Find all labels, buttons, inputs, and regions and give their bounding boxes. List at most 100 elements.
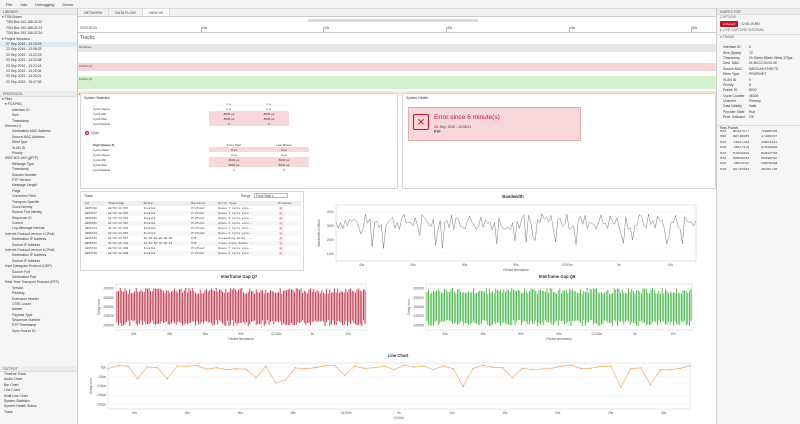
trace-row[interactable]: 8865740 02:53:13.699 Invalid Profinet Queue …	[83, 246, 301, 251]
menu-file[interactable]: File	[6, 1, 13, 7]
protocol-field-item[interactable]: Clock Identity	[12, 204, 33, 209]
trace-problem-cell[interactable]: ▾	[278, 241, 283, 246]
filter-label[interactable]: ▾ Filter	[2, 97, 13, 102]
tsn-boxes-group[interactable]: ▾ TSN Boxes	[2, 15, 22, 19]
protocol-field-item[interactable]: Message Type	[12, 161, 34, 166]
protocol-field-item[interactable]: Source MAC Address	[12, 134, 45, 139]
session-item[interactable]: 23 Sep 2019 - 13:24:18	[6, 63, 42, 68]
protocol-field-item[interactable]: Correction Field	[12, 194, 36, 199]
menu-info[interactable]: Info	[20, 1, 28, 7]
protocol-field-item[interactable]: Message Length	[12, 183, 38, 188]
output-item[interactable]: Multi Line Chart	[4, 393, 28, 398]
output-item[interactable]: System Statistics	[4, 398, 30, 403]
trace-row[interactable]: 8865742 02:53:13.567 00:00:00:00:00:00 PTP F…	[83, 236, 301, 241]
protocol-field-item[interactable]: Domain Number	[12, 172, 37, 177]
protocol-field-item[interactable]: Destination IP Address	[12, 237, 47, 242]
menu-debugging[interactable]: Debugging	[35, 1, 55, 7]
protocol-field-item[interactable]: Interface ID	[12, 107, 30, 112]
trace-row[interactable]: 8865747 02:53:13.567 Invalid Profinet Queue …	[83, 211, 301, 216]
track-profinet-q7[interactable]: Profinet Q7	[78, 63, 716, 71]
trace-problem-cell[interactable]: ▾	[278, 226, 283, 231]
protocol-field-item[interactable]: Flags	[12, 188, 21, 193]
protocol-field-item[interactable]: Destination Port	[12, 274, 37, 279]
session-item[interactable]: 23 Sep 2019 - 13:25:36	[6, 68, 42, 73]
session-item[interactable]: 23 Sep 2019 - 13:08:33	[6, 47, 42, 52]
trace-row[interactable]: 8865743 02:53:13.567 Invalid Profinet Queue …	[83, 231, 301, 236]
protocol-field-item[interactable]: PTP Version	[12, 177, 31, 182]
session-item[interactable]: 23 Sep 2019 - 13:23:38	[6, 58, 42, 63]
pcapng-group[interactable]: ▾ PCAPNG	[5, 102, 22, 107]
protocol-field-item[interactable]: Log Message Interval	[12, 226, 45, 231]
protocol-field-item[interactable]: Payload Type	[12, 312, 33, 317]
protocol-field-item[interactable]: Timestamp	[12, 167, 29, 172]
protocol-field-item[interactable]: Priority	[12, 150, 23, 155]
cycle-section[interactable]: × Cycle	[85, 131, 99, 135]
record-button[interactable]: ● Record	[720, 21, 739, 28]
output-item[interactable]: Line Chart	[4, 388, 20, 393]
output-item[interactable]: Timeline Track	[4, 372, 26, 376]
session-item[interactable]: 27 Sep 2019 - 13:10:19	[0, 41, 77, 48]
protocol-field-item[interactable]: Destination MAC Address	[12, 129, 51, 134]
tsn-box-item[interactable]: TSN Box 192.168.42.22	[6, 20, 43, 25]
protocol-field-item[interactable]: Extension Header	[12, 296, 39, 301]
range-select[interactable]: From Start ▾	[254, 193, 288, 198]
protocol-field-item[interactable]: Marker	[12, 307, 23, 312]
tab-data-flow[interactable]: DATA FLOW	[109, 9, 143, 16]
protocol-field-item[interactable]: Source Port Identity	[12, 210, 42, 215]
trace-problem-cell[interactable]: ▾	[278, 246, 283, 251]
protocol-field-item[interactable]: Control	[12, 221, 23, 226]
tab-view-05[interactable]: VIEW 05	[142, 9, 170, 16]
protocol-field-item[interactable]: Internet Protocol version 6 (IPv6)	[5, 248, 55, 253]
session-item[interactable]: 23 Sep 2019 - 15:47:39	[6, 79, 42, 84]
protocol-field-item[interactable]: User Datagram Protocol (UDP)	[5, 264, 52, 269]
protocol-field-item[interactable]: Internet Protocol version 4 (IPv4)	[5, 231, 55, 236]
protocol-field-item[interactable]: RTP Timestamp	[12, 323, 37, 328]
protocol-field-item[interactable]: Padding	[12, 291, 25, 296]
trace-problem-cell[interactable]: ▾	[278, 221, 283, 226]
tsn-box-item[interactable]: TSN Box 192.168.42.23	[6, 25, 43, 30]
trace-problem-cell[interactable]: ▾	[278, 216, 283, 221]
project-sessions-group[interactable]: ▾ Project Sessions	[2, 36, 30, 41]
session-item[interactable]: 23 Sep 2019 - 13:26:01	[6, 74, 42, 79]
protocol-field-item[interactable]: CSRC count	[12, 301, 31, 306]
protocol-field-item[interactable]: Source IP Address	[12, 258, 41, 263]
trace-problem-cell[interactable]: ▾	[278, 236, 283, 241]
protocol-field-item[interactable]: IEEE 802.1AS (gPTP)	[5, 156, 39, 161]
timeline-scrollbar[interactable]	[308, 19, 478, 22]
session-item[interactable]: 23 Sep 2019 - 13:22:23	[6, 52, 42, 57]
capture-interval-toggle[interactable]: ▸ LIVE CAPTURE INTERVAL	[720, 28, 765, 33]
tab-network[interactable]: NETWORK	[78, 9, 110, 16]
trace-row[interactable]: 8865746 02:53:13.567 Invalid Profinet Queue …	[83, 216, 301, 221]
output-item[interactable]: Bar Chart	[4, 382, 19, 387]
protocol-field-item[interactable]: Destination IP Address	[12, 253, 47, 258]
protocol-field-item[interactable]: Source Port	[12, 269, 30, 274]
protocol-field-item[interactable]: Sequence Number	[12, 318, 41, 323]
protocol-field-item[interactable]: Size	[12, 113, 19, 118]
protocol-field-item[interactable]: Timestamp	[12, 118, 29, 123]
protocol-field-item[interactable]: Real-Time Transport Protocol (RTP)	[5, 280, 60, 285]
protocol-field-item[interactable]: Version	[12, 285, 24, 290]
track-profinet-q6[interactable]: Profinet Q6	[78, 76, 716, 89]
trace-row[interactable]: 8865741 02:53:13.732 12:34:56:78:90:12 PTP C…	[83, 241, 301, 246]
trace-problem-cell[interactable]: ▾	[278, 251, 283, 256]
protocol-field-item[interactable]: Ethernet II	[5, 124, 21, 129]
track-all-frames[interactable]: All Frames	[78, 44, 716, 52]
output-item[interactable]: Audio Chart	[4, 377, 22, 382]
protocol-field-item[interactable]: Source IP Address	[12, 242, 41, 247]
trace-row[interactable]: 8865745 02:53:13.567 Invalid Profinet Queue …	[83, 221, 301, 226]
tsn-box-item[interactable]: TSN Box 192.168.42.24	[6, 31, 43, 36]
menu-demo[interactable]: Demo	[62, 1, 74, 7]
protocol-field-item[interactable]: Sync Source ID	[12, 328, 36, 333]
output-item[interactable]: Trace	[4, 409, 13, 414]
output-item[interactable]: System Health Status	[4, 404, 37, 409]
trace-problem-cell[interactable]: ▾	[278, 231, 283, 236]
protocol-field-item[interactable]: VLAN ID	[12, 145, 26, 150]
protocol-field-item[interactable]: Sequence ID	[12, 215, 32, 220]
trace-problem-cell[interactable]: ▾	[278, 206, 283, 211]
trace-row[interactable]: 8865744 02:53:13.567 Invalid Profinet Queue …	[83, 226, 301, 231]
trace-row[interactable]: 8865739 02:53:13.699 Invalid Profinet Queue …	[83, 251, 301, 256]
trace-problem-cell[interactable]: ▾	[278, 211, 283, 216]
protocol-field-item[interactable]: EtherType	[12, 140, 28, 145]
protocol-field-item[interactable]: Transport Specific	[12, 199, 40, 204]
trace-row[interactable]: 8865748 02:53:13.567 Invalid Profinet Queue …	[83, 206, 301, 211]
